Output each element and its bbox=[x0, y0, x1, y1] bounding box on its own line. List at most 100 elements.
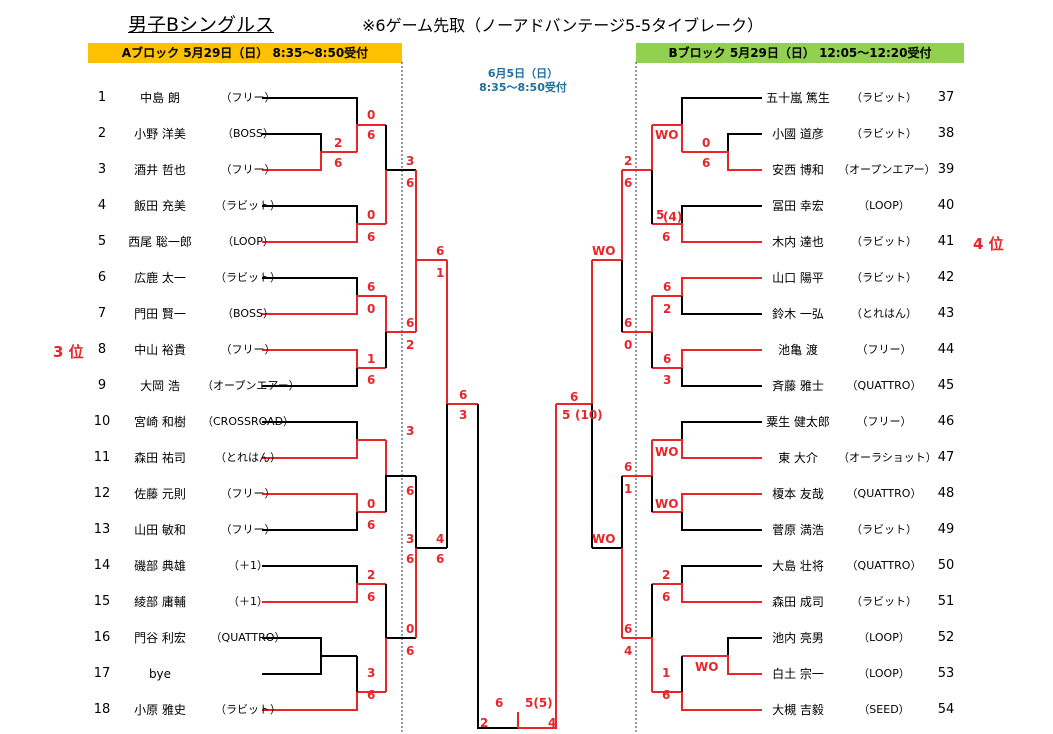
line-b43 bbox=[681, 296, 762, 315]
player-name: 山口 陽平 bbox=[772, 271, 824, 285]
player-club: （＋1） bbox=[228, 595, 268, 608]
player-club: （ラビット） bbox=[215, 199, 281, 212]
line-b52 bbox=[727, 637, 762, 656]
player-number: 1 bbox=[97, 90, 107, 105]
player-club: （ラビット） bbox=[851, 271, 917, 284]
score-final: 4 bbox=[548, 716, 557, 730]
score-b: WO bbox=[695, 660, 719, 674]
player-name: 広鹿 太一 bbox=[134, 271, 186, 285]
player-number: 4 bbox=[97, 198, 107, 213]
score-a: 1 bbox=[436, 266, 445, 280]
score-a: 1 bbox=[367, 352, 376, 366]
score-b: 0 bbox=[624, 338, 633, 352]
player-club: （LOOP） bbox=[222, 235, 274, 248]
player-number: 13 bbox=[93, 522, 111, 537]
line-b40 bbox=[681, 205, 762, 224]
line-b45 bbox=[681, 368, 762, 387]
line-b38 bbox=[727, 133, 762, 152]
player-number: 16 bbox=[93, 630, 111, 645]
line-b39 bbox=[682, 151, 762, 171]
score-b: (10) bbox=[575, 408, 603, 422]
score-a: 3 bbox=[367, 666, 376, 680]
player-name: 鈴木 一弘 bbox=[772, 307, 824, 321]
score-a: 3 bbox=[406, 424, 415, 438]
player-club: （ラビット） bbox=[851, 91, 917, 104]
block-b-header: Bブロック 5月29日（日） 12:05～12:20受付 bbox=[636, 43, 964, 63]
score-b: 6 bbox=[662, 590, 671, 604]
player-number: 17 bbox=[93, 666, 111, 681]
score-b: 2 bbox=[624, 154, 633, 168]
player-number: 45 bbox=[937, 378, 955, 393]
player-number: 54 bbox=[937, 702, 955, 717]
player-name: bye bbox=[148, 667, 172, 681]
score-b: (4) bbox=[663, 210, 683, 224]
final-date-day: 6月5日（日） bbox=[487, 67, 559, 80]
score-a: 0 bbox=[367, 497, 376, 511]
score-b: 1 bbox=[662, 666, 671, 680]
line-b50 bbox=[681, 565, 762, 584]
line-a18 bbox=[262, 691, 386, 711]
score-a: 0 bbox=[367, 302, 376, 316]
player-number: 42 bbox=[937, 270, 955, 285]
score-a: 6 bbox=[406, 484, 415, 498]
player-club: （ラビット） bbox=[215, 271, 281, 284]
score-a: 6 bbox=[436, 552, 445, 566]
score-b: 6 bbox=[624, 622, 633, 636]
line-a11 bbox=[262, 439, 386, 459]
player-number: 44 bbox=[937, 342, 955, 357]
score-a: 6 bbox=[367, 518, 376, 532]
player-club: （フリー） bbox=[856, 343, 912, 356]
score-b: 6 bbox=[702, 156, 711, 170]
player-name: 中島 朗 bbox=[140, 91, 180, 105]
rank-4-label: 4 位 bbox=[973, 235, 1004, 253]
player-name: 森田 祐司 bbox=[134, 451, 186, 465]
player-number: 47 bbox=[937, 450, 955, 465]
score-a: 0 bbox=[406, 622, 415, 636]
player-name: 白土 宗一 bbox=[772, 667, 824, 681]
player-club: （フリー） bbox=[220, 523, 276, 536]
line-b46 bbox=[681, 421, 762, 440]
line-a8 bbox=[262, 349, 386, 369]
line-a17 bbox=[262, 655, 357, 675]
player-name: 木内 達也 bbox=[772, 235, 824, 249]
player-number: 18 bbox=[93, 702, 111, 717]
player-name: 小國 道彦 bbox=[772, 127, 824, 141]
score-b: 6 bbox=[624, 176, 633, 190]
player-club: （SEED） bbox=[858, 703, 910, 716]
score-b: 6 bbox=[624, 460, 633, 474]
line-a9 bbox=[262, 368, 358, 387]
score-final: 6 bbox=[495, 696, 504, 710]
player-club: （オープンエアー） bbox=[838, 163, 936, 176]
player-number: 43 bbox=[937, 306, 955, 321]
player-number: 46 bbox=[937, 414, 955, 429]
line-a-r2-6 bbox=[385, 475, 416, 512]
player-club: （オーラショット） bbox=[838, 451, 937, 464]
line-a13 bbox=[262, 512, 358, 531]
player-club: （ラビット） bbox=[851, 235, 917, 248]
rank-3-label: 3 位 bbox=[53, 343, 84, 361]
score-a: 6 bbox=[406, 552, 415, 566]
player-name: 粟生 健太郎 bbox=[766, 415, 830, 429]
score-a: 6 bbox=[436, 244, 445, 258]
score-a: 3 bbox=[406, 154, 415, 168]
player-number: 12 bbox=[93, 486, 111, 501]
line-b53 bbox=[682, 655, 762, 675]
score-b: 5 bbox=[656, 208, 665, 222]
player-name: 大島 壮将 bbox=[772, 559, 824, 573]
line-a12 bbox=[262, 493, 386, 513]
player-name: 門谷 利宏 bbox=[134, 631, 186, 645]
line-a14 bbox=[262, 565, 358, 584]
line-b3839 bbox=[652, 124, 683, 152]
score-b: 6 bbox=[662, 230, 671, 244]
score-b: 6 bbox=[662, 688, 671, 702]
player-number: 8 bbox=[97, 342, 107, 357]
player-club: （とれはん） bbox=[851, 307, 917, 320]
player-number: 37 bbox=[937, 90, 955, 105]
player-name: 菅原 満浩 bbox=[772, 523, 824, 537]
score-a: 6 bbox=[459, 388, 468, 402]
line-b41 bbox=[652, 223, 762, 243]
player-name: 酒井 哲也 bbox=[134, 163, 186, 177]
line-a5 bbox=[262, 223, 386, 243]
score-b: WO bbox=[592, 244, 616, 258]
player-name: 宮崎 和樹 bbox=[134, 415, 186, 429]
